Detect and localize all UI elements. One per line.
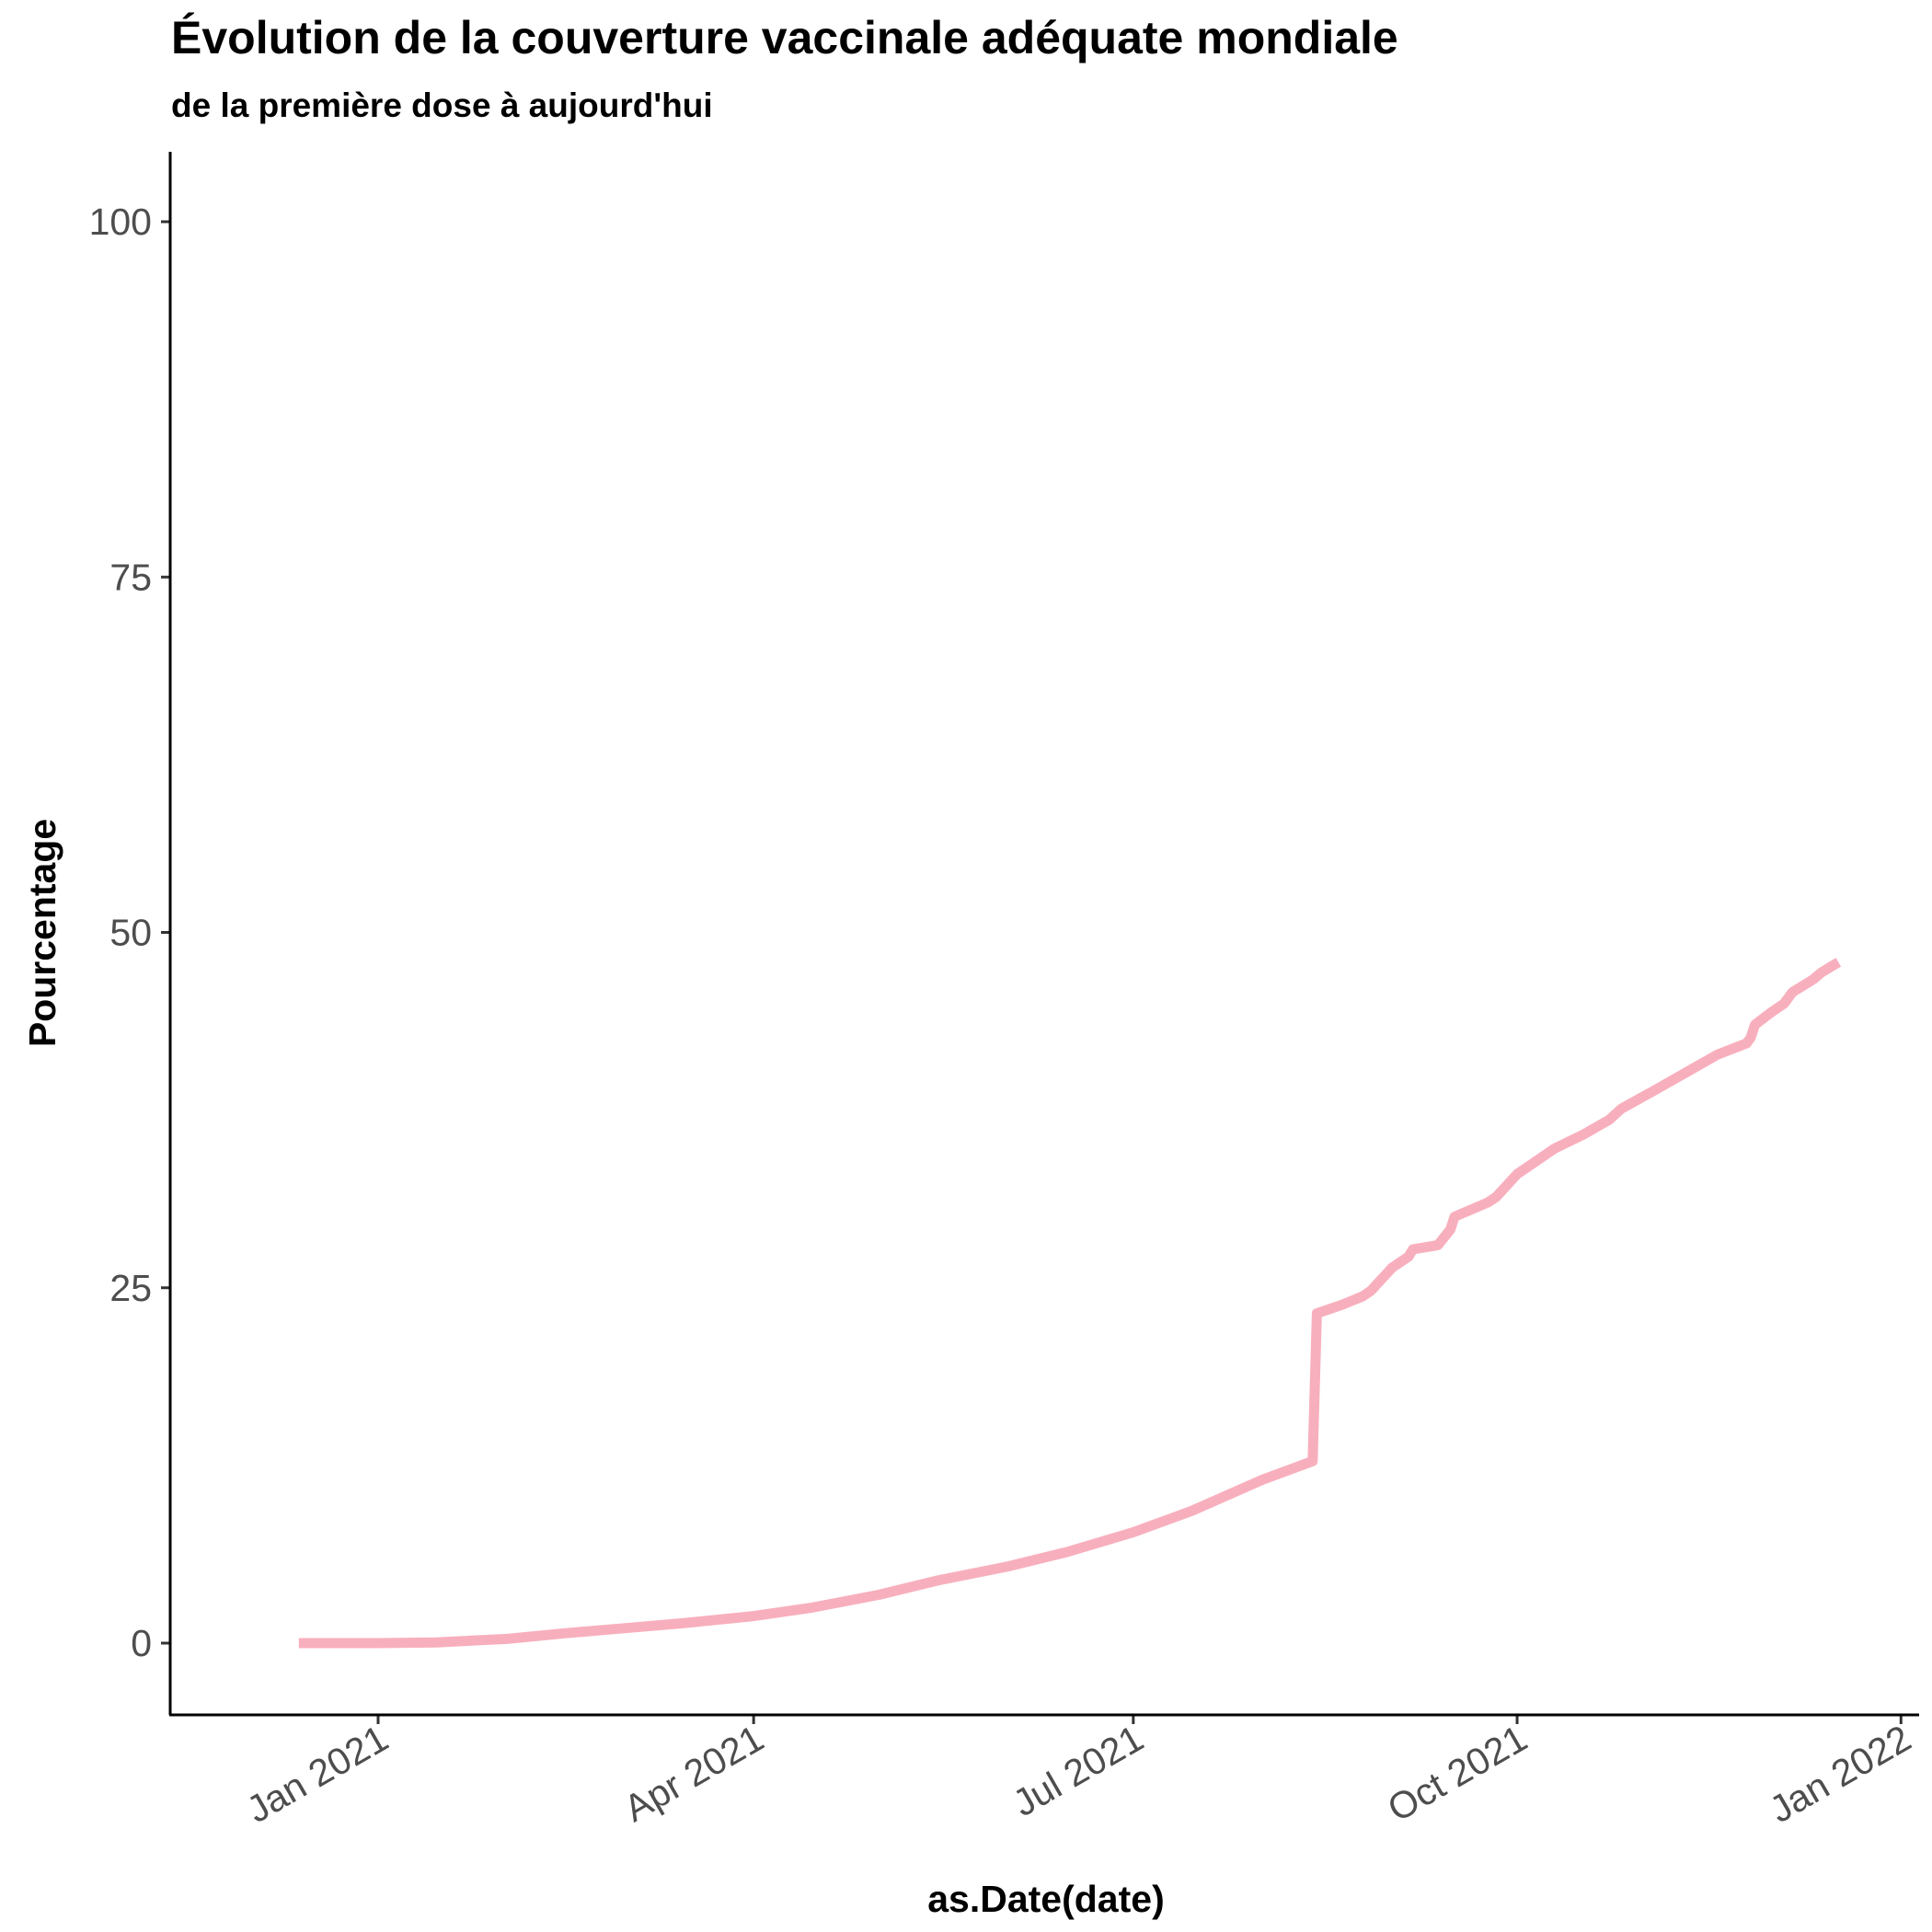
series-line [298, 958, 1842, 1649]
x-tick-label: Jan 2021 [239, 1717, 395, 1831]
x-tick-label: Jul 2021 [1006, 1717, 1150, 1824]
x-axis-ticks: Jan 2021 Apr 2021 Jul 2021 Oct 2021 Jan 2022 [239, 1715, 1918, 1831]
y-axis-ticks: 0 25 50 75 100 [89, 201, 170, 1664]
y-tick-label: 100 [89, 201, 152, 243]
chart-title: Évolution de la couverture vaccinale adé… [171, 12, 1398, 63]
y-tick-label: 25 [109, 1267, 152, 1309]
x-axis-title: as.Date(date) [927, 1878, 1164, 1920]
x-tick-label: Apr 2021 [617, 1717, 771, 1830]
y-axis-title: Pourcentage [21, 819, 63, 1047]
y-tick-label: 0 [131, 1622, 152, 1664]
y-tick-label: 50 [109, 912, 152, 954]
x-tick-label: Oct 2021 [1380, 1717, 1534, 1830]
chart-subtitle: de la première dose à aujourd'hui [171, 86, 713, 124]
x-tick-label: Jan 2022 [1763, 1717, 1918, 1831]
y-tick-label: 75 [109, 556, 152, 598]
